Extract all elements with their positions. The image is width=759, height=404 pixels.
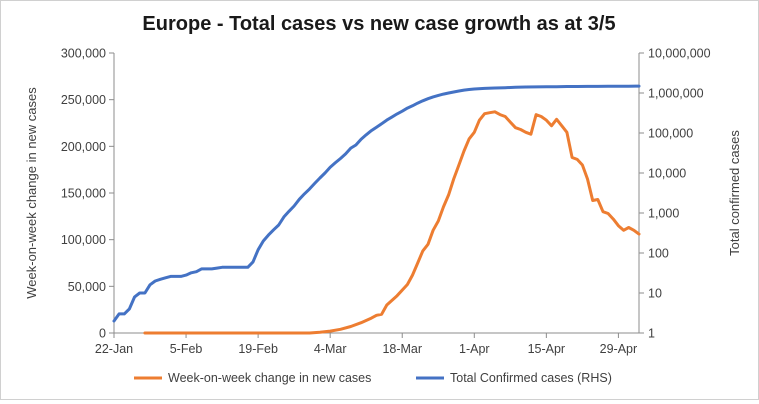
series-line-week-on-week — [143, 110, 641, 335]
y-right-tick-label: 10 — [648, 287, 662, 301]
x-tick-label: 19-Feb — [238, 342, 278, 356]
legend-label: Week-on-week change in new cases — [168, 371, 371, 385]
legend-label: Total Confirmed cases (RHS) — [450, 371, 612, 385]
y-right-axis-title: Total confirmed cases — [727, 130, 742, 256]
x-tick-label: 18-Mar — [382, 342, 422, 356]
y-right-tick-label: 1,000 — [648, 207, 679, 221]
y-right-tick-label: 10,000 — [648, 167, 686, 181]
chart-title: Europe - Total cases vs new case growth … — [142, 13, 615, 35]
y-right-tick-label: 100,000 — [648, 127, 693, 141]
y-left-tick-label: 50,000 — [68, 280, 106, 294]
y-right-tick-label: 10,000,000 — [648, 47, 711, 61]
x-tick-label: 22-Jan — [95, 342, 133, 356]
x-tick-label: 4-Mar — [314, 342, 347, 356]
y-left-tick-label: 150,000 — [61, 187, 106, 201]
y-left-tick-label: 200,000 — [61, 140, 106, 154]
y-right-tick-label: 1,000,000 — [648, 87, 704, 101]
series-line-total-confirmed — [112, 84, 641, 323]
x-tick-label: 1-Apr — [459, 342, 490, 356]
x-tick-label: 15-Apr — [528, 342, 566, 356]
plot-area: 0 50,000 100,000 150,000 200,000 250,000 300,0… — [61, 47, 711, 357]
y-left-axis-title: Week-on-week change in new cases — [24, 87, 39, 299]
y-left-tick-label: 0 — [99, 327, 106, 341]
y-left-tick-label: 100,000 — [61, 233, 106, 247]
y-left-tick-label: 300,000 — [61, 47, 106, 61]
y-left-tick-label: 250,000 — [61, 93, 106, 107]
legend: Week-on-week change in new cases Total Co… — [134, 371, 612, 385]
y-right-tick-label: 1 — [648, 327, 655, 341]
x-tick-label: 29-Apr — [600, 342, 638, 356]
y-right-tick-label: 100 — [648, 247, 669, 261]
x-tick-label: 5-Feb — [170, 342, 203, 356]
